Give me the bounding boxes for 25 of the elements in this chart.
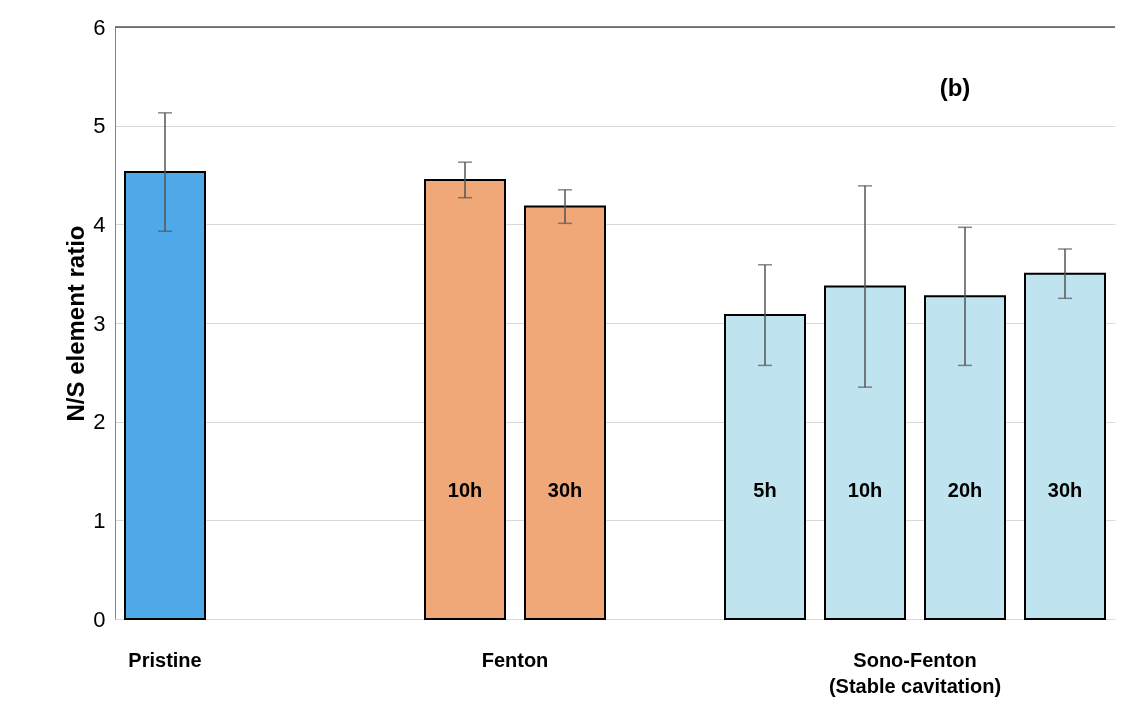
x-tick-label: 10h [447,478,483,501]
y-tick-label: 2 [93,409,106,435]
text: Sono-Fenton (Stable cavitation) [828,649,1002,697]
x-tick-label: 20h [947,478,983,501]
bar [724,314,806,620]
bar [524,205,606,620]
text: Pristine [128,649,202,671]
x-tick-label: 5h [753,478,777,501]
x-tick-label: 30h [547,478,583,501]
y-tick-label: 5 [93,113,106,139]
text: Fenton [481,649,549,671]
y-axis-title: N/S element ratio [62,225,90,422]
bar [824,285,906,620]
x-tick-label: 10h [847,478,883,501]
bar [424,178,506,620]
y-tick-label: 1 [93,507,106,533]
x-tick-label: 30h [1047,478,1083,501]
text: (b) [939,74,971,101]
y-tick-label: 3 [93,310,106,336]
y-tick-label: 0 [93,606,106,632]
bar [124,171,206,620]
y-tick-label: 6 [93,14,106,40]
bar [924,295,1006,620]
bar [1024,272,1106,620]
y-tick-label: 4 [93,211,106,237]
